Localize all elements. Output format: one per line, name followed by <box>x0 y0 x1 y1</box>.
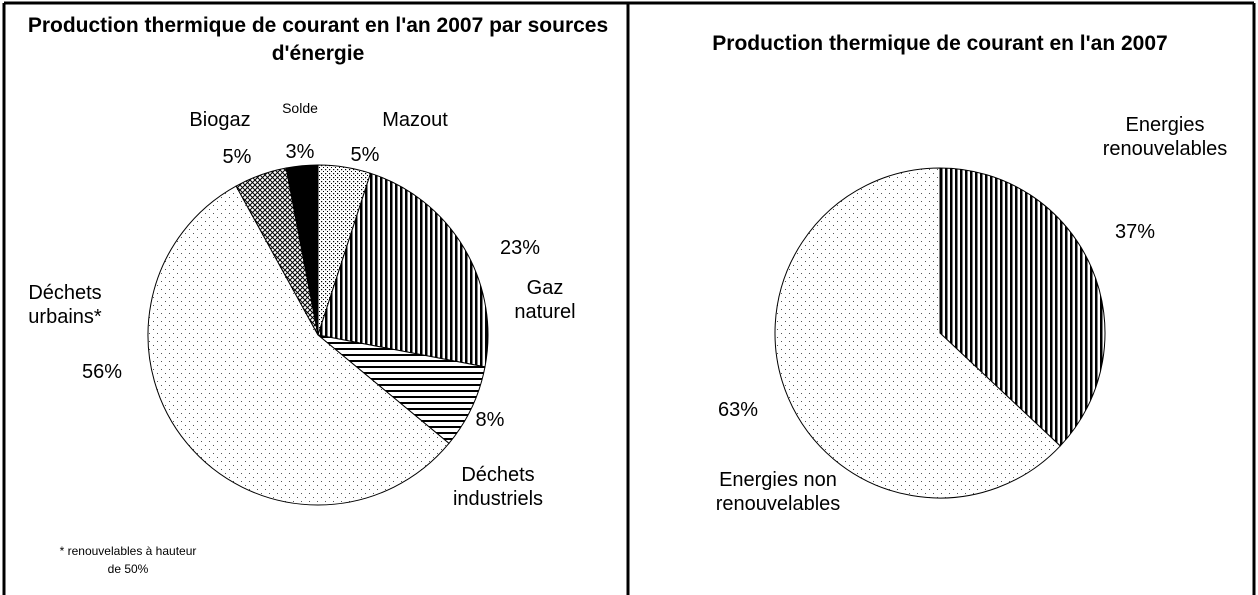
pie-slice <box>939 167 1106 447</box>
footnote: * renouvelables à hauteur de 50% <box>59 544 197 576</box>
value-label: 3% <box>285 141 315 163</box>
pie-slice <box>317 172 489 368</box>
slice-name: Energies renouvelables <box>1102 114 1228 160</box>
slice-name: Déchets urbains* <box>28 282 102 328</box>
pie-slice <box>147 185 450 506</box>
slice-name: Mazout <box>382 109 448 131</box>
value-label: 8% <box>475 409 505 431</box>
slice-name: Biogaz <box>189 109 251 131</box>
pie-slice <box>774 167 1061 499</box>
pie-slice <box>285 164 319 336</box>
slice-name: Solde <box>282 100 318 116</box>
value-label: 23% <box>499 237 541 259</box>
slice-name: Déchets industriels <box>452 464 544 510</box>
value-label: 63% <box>717 399 759 421</box>
value-label: 37% <box>1114 221 1156 243</box>
chart-title: Production thermique de courant en l'an … <box>712 32 1168 55</box>
value-label: 56% <box>81 361 123 383</box>
value-label: 5% <box>350 144 380 166</box>
slice-name: Energies non renouvelables <box>715 469 841 515</box>
slice-name: Gaz naturel <box>514 277 576 323</box>
value-label: 5% <box>222 146 252 168</box>
chart-title: Production thermique de courant en l'an … <box>27 14 609 65</box>
